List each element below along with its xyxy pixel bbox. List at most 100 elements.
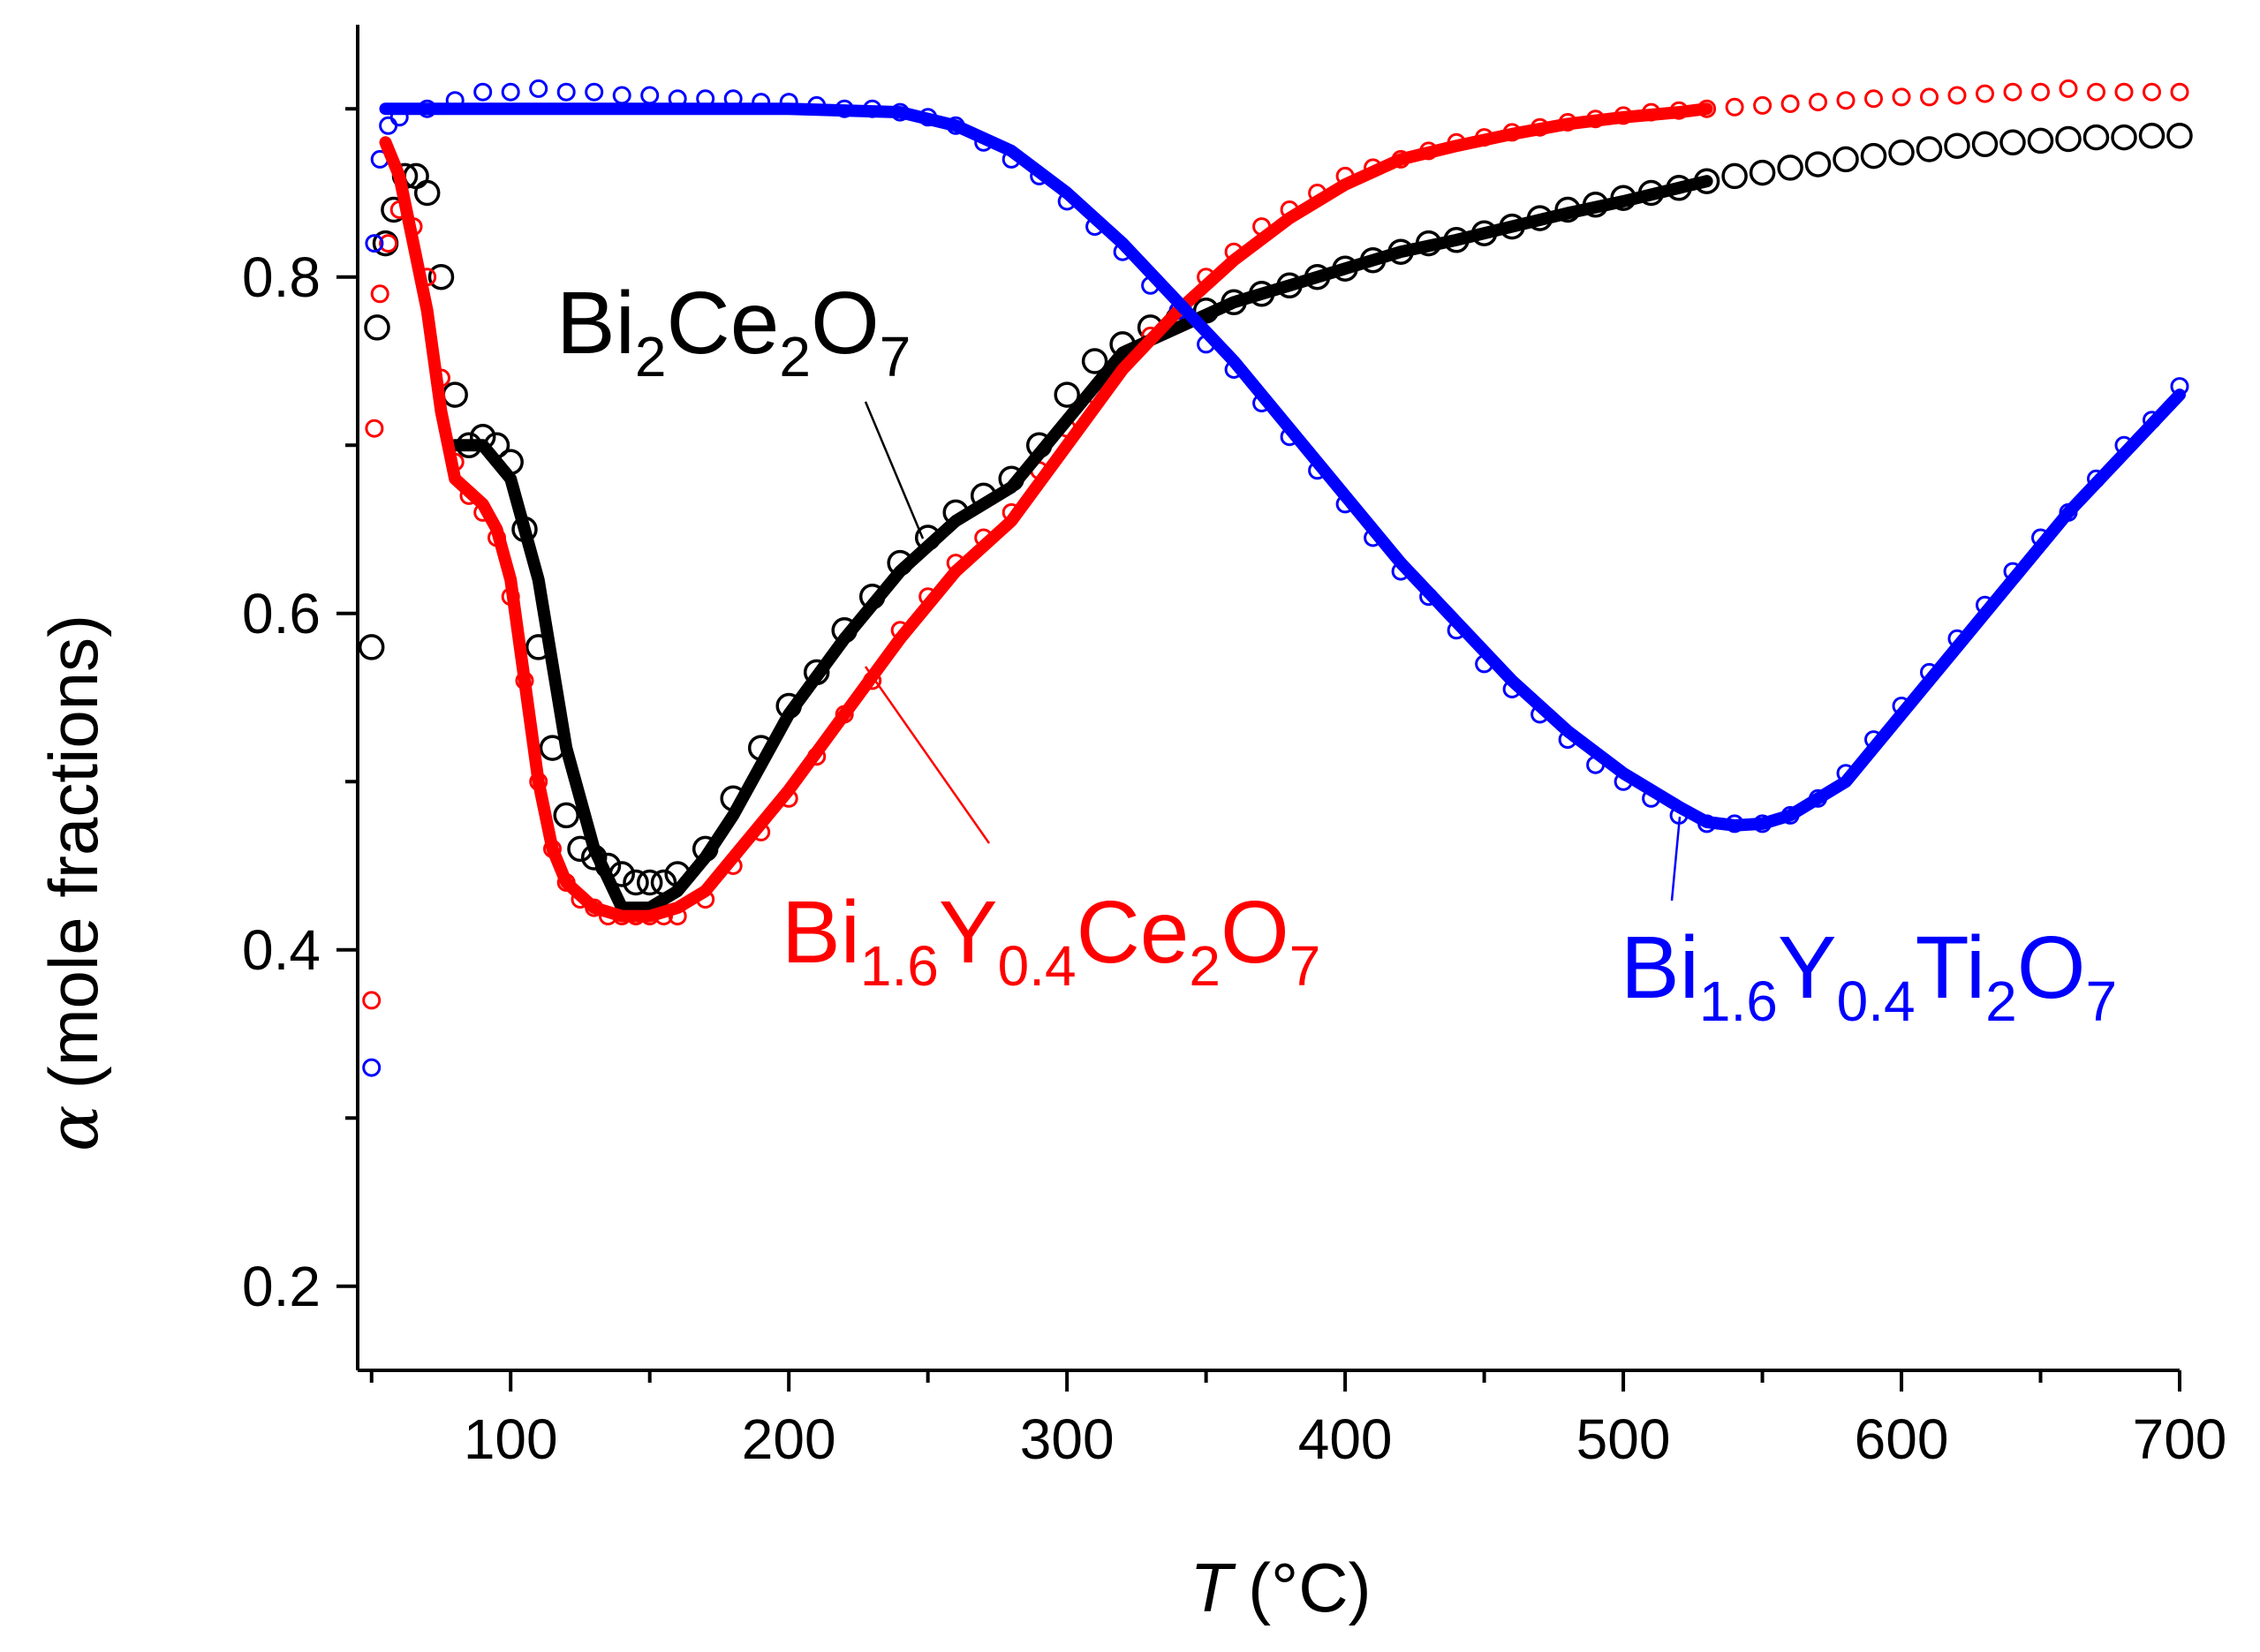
x-axis-title: T (°C) — [1190, 1549, 1371, 1626]
x-tick-label: 600 — [1855, 1407, 1949, 1471]
y-tick-label: 0.8 — [242, 245, 321, 309]
label-text: Ce — [1077, 883, 1190, 982]
data-point — [2031, 82, 2050, 102]
data-point — [442, 381, 468, 408]
label-text: Bi — [782, 883, 860, 982]
label-text: Bi — [1621, 918, 1699, 1017]
data-point — [362, 991, 382, 1010]
label-leader-line — [864, 401, 925, 539]
label-text: Ce — [667, 274, 780, 373]
x-axis-unit: (°C) — [1248, 1549, 1371, 1626]
x-axis-symbol: T — [1190, 1549, 1236, 1626]
label-subscript: 2 — [1189, 934, 1221, 998]
data-point — [623, 869, 649, 896]
y-tick-label: 0.2 — [242, 1255, 321, 1318]
data-point — [1976, 84, 1994, 103]
data-point — [427, 263, 455, 290]
data-point — [2082, 124, 2110, 151]
data-point — [2059, 79, 2078, 98]
data-point — [1892, 87, 1911, 107]
data-point — [379, 116, 398, 135]
data-point — [1860, 142, 1887, 170]
data-point — [2170, 82, 2189, 102]
series-label: Bi1.6Y0.4Ce2O7 — [782, 883, 1320, 998]
series-Bi2Ce2O7 — [358, 122, 2193, 896]
data-point — [473, 82, 493, 102]
label-text: O — [2017, 918, 2086, 1017]
data-point — [1916, 136, 1943, 162]
data-point — [1749, 159, 1776, 186]
data-point — [640, 86, 660, 105]
series-label: Bi2Ce2O7 — [556, 274, 911, 388]
data-point — [529, 79, 548, 98]
fit-line-Bi1.6Y0.4Ti2O7 — [379, 102, 2186, 832]
series-label: Bi1.6Y0.4Ti2O7 — [1621, 918, 2117, 1033]
label-subscript: 2 — [779, 325, 811, 388]
data-point — [413, 179, 441, 207]
label-text: Bi — [556, 274, 635, 373]
data-point — [358, 634, 385, 660]
label-subscript: 0.4 — [998, 934, 1077, 998]
label-text: Ti — [1916, 918, 1986, 1017]
label-subscript: 7 — [1289, 934, 1321, 998]
data-point — [370, 284, 389, 304]
label-subscript: 0.4 — [1837, 969, 1916, 1033]
series-layer — [358, 79, 2193, 1077]
data-point — [1836, 91, 1856, 110]
fit-line-Bi2Ce2O7 — [449, 175, 1713, 915]
data-point — [1920, 87, 1939, 107]
data-point — [553, 802, 579, 829]
label-text: Y — [939, 883, 998, 982]
x-tick-label: 500 — [1576, 1407, 1671, 1471]
label-subscript: 7 — [2086, 969, 2118, 1033]
data-point — [2166, 122, 2193, 149]
y-axis-title: α (mole fractions) — [34, 615, 114, 1151]
label-subscript: 1.6 — [1699, 969, 1778, 1033]
data-point — [1833, 146, 1859, 173]
data-point — [556, 82, 576, 102]
data-point — [2143, 82, 2161, 102]
label-leader-line — [1670, 816, 1682, 901]
axes: 100 200 300 400 500 600 700 0.2 0.4 0.6 0.8 — [242, 25, 2226, 1471]
label-leader-line — [864, 666, 991, 844]
data-point — [1721, 162, 1748, 190]
y-tick-label: 0.4 — [242, 918, 321, 982]
x-tick-label: 300 — [1020, 1407, 1115, 1471]
data-point — [1753, 95, 1772, 115]
series-Bi1.6Y0.4Ce2O7 — [362, 79, 2189, 1010]
leader-lines — [864, 401, 1682, 901]
data-point — [1999, 129, 2026, 156]
data-point — [1804, 151, 1832, 177]
data-point — [1081, 348, 1108, 374]
data-point — [2055, 125, 2082, 153]
data-point — [2027, 127, 2054, 155]
label-subscript: 1.6 — [860, 934, 939, 998]
data-point — [1780, 94, 1800, 113]
data-point — [379, 234, 398, 253]
data-point — [1944, 132, 1970, 159]
y-axis-text: (mole fractions) — [34, 615, 112, 1089]
label-subscript: 2 — [635, 325, 667, 388]
data-point — [2003, 82, 2022, 102]
data-point — [501, 82, 520, 102]
data-point — [2114, 82, 2134, 102]
data-point — [612, 86, 631, 105]
x-tick-label: 400 — [1298, 1407, 1393, 1471]
data-point — [364, 314, 390, 341]
label-text: O — [1221, 883, 1289, 982]
data-point — [636, 869, 663, 896]
data-point — [365, 234, 384, 253]
label-text: Y — [1778, 918, 1837, 1017]
label-text: O — [811, 274, 880, 373]
data-point — [585, 82, 604, 102]
data-point — [2111, 124, 2137, 151]
label-subscript: 2 — [1985, 969, 2017, 1033]
x-tick-label: 700 — [2133, 1407, 2227, 1471]
fit-line-Bi1.6Y0.4Ce2O7 — [379, 102, 1713, 923]
data-point — [1777, 155, 1803, 181]
x-tick-label: 200 — [742, 1407, 836, 1471]
data-point — [1864, 89, 1883, 109]
